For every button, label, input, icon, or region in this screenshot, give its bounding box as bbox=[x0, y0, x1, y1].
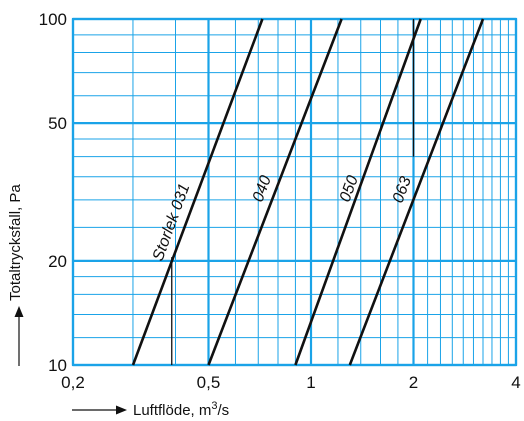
series-line-2 bbox=[207, 18, 343, 366]
x-tick-label: 0,5 bbox=[197, 373, 221, 392]
grid bbox=[71, 17, 518, 367]
series-label-063: 063 bbox=[390, 174, 415, 205]
tick-labels: 0,2 0,5 1 2 4 10 20 50 100 bbox=[39, 10, 521, 392]
y-tick-label: 10 bbox=[48, 356, 67, 375]
series-line-4 bbox=[348, 18, 485, 366]
x-tick-label: 4 bbox=[511, 373, 520, 392]
x-axis-title-group: Luftflöde, m3/s bbox=[72, 400, 229, 419]
x-tick-label: 2 bbox=[409, 373, 418, 392]
y-tick-label: 20 bbox=[48, 252, 67, 271]
series-line-1 bbox=[131, 18, 264, 366]
series-lines bbox=[131, 18, 485, 366]
x-axis-title-suffix: /s bbox=[218, 402, 230, 419]
series-line-3 bbox=[294, 18, 422, 366]
plot-frame bbox=[71, 17, 518, 367]
x-axis-arrow-icon bbox=[116, 405, 127, 415]
x-tick-label: 1 bbox=[306, 373, 315, 392]
x-axis-title: Luftflöde, m3/s bbox=[133, 400, 229, 419]
y-axis-title: Totaltrycksfall, Pa bbox=[7, 184, 24, 301]
y-tick-label: 100 bbox=[39, 10, 67, 29]
x-axis-title-sup: 3 bbox=[211, 400, 217, 412]
y-tick-label: 50 bbox=[48, 114, 67, 133]
y-axis-title-group: Totaltrycksfall, Pa bbox=[7, 184, 24, 366]
x-tick-label: 0,2 bbox=[61, 373, 85, 392]
y-axis-arrow-icon bbox=[14, 306, 24, 317]
x-axis-title-main: Luftflöde, m bbox=[133, 402, 211, 419]
